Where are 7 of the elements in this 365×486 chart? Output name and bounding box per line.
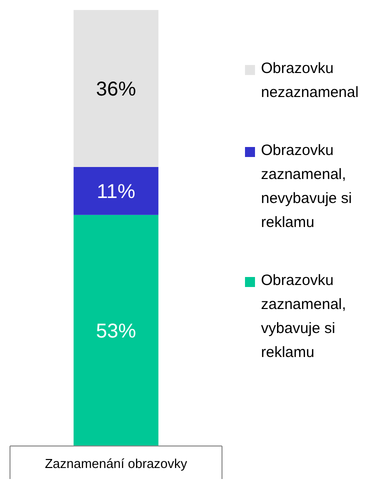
data-label: 53% — [96, 320, 136, 342]
legend-label: Obrazovku nezaznamenal — [261, 60, 359, 101]
legend-label: Obrazovku zaznamenal, vybavuje si reklamu — [261, 272, 346, 361]
data-label: 36% — [96, 78, 136, 100]
x-tick-label: Zaznamenání obrazovky — [44, 456, 188, 471]
data-label: 11% — [96, 180, 136, 203]
legend-label: Obrazovku zaznamenal, nevybavuje si reklamu — [261, 142, 352, 231]
